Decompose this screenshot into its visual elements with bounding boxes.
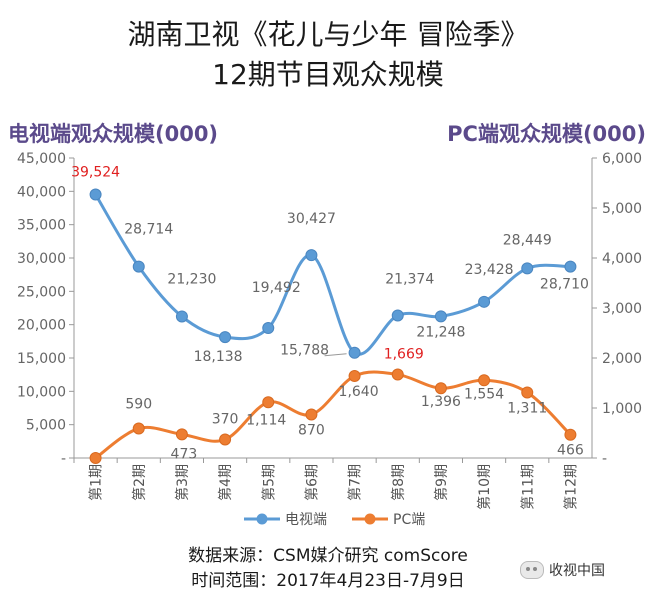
pc-data-label: 466 bbox=[557, 443, 584, 459]
left-axis-title: 电视端观众规模(000) bbox=[8, 122, 219, 146]
tv-data-point bbox=[348, 346, 361, 359]
x-category-label: 第8期 bbox=[390, 464, 407, 501]
tv-data-point bbox=[175, 310, 188, 323]
x-category-label: 第3期 bbox=[174, 464, 191, 501]
pc-data-label: 370 bbox=[212, 412, 239, 428]
watermark: 收视中国 bbox=[520, 560, 605, 580]
pc-data-point bbox=[564, 428, 577, 441]
tv-data-point bbox=[434, 310, 447, 323]
right-tick-label: 3,000 bbox=[602, 301, 642, 317]
left-tick-label: 5,000 bbox=[26, 418, 66, 434]
left-tick-label: 20,000 bbox=[17, 318, 66, 334]
tv-label-leader bbox=[324, 353, 347, 357]
left-tick-label: 30,000 bbox=[17, 251, 66, 267]
series-line-pc bbox=[94, 370, 572, 460]
tv-data-point bbox=[89, 188, 102, 201]
tv-data-label: 30,427 bbox=[287, 211, 336, 227]
wechat-icon bbox=[520, 561, 544, 579]
pc-data-point bbox=[478, 374, 491, 387]
x-category-label: 第11期 bbox=[519, 464, 536, 510]
data-source-note: 数据来源：CSM媒介研究 comScore bbox=[188, 546, 468, 566]
tv-data-label: 23,428 bbox=[465, 262, 514, 278]
tv-data-point bbox=[262, 322, 275, 335]
x-category-label: 第12期 bbox=[562, 464, 579, 510]
right-tick-label: - bbox=[602, 451, 607, 467]
pc-data-label: 1,640 bbox=[339, 384, 379, 400]
x-category-label: 第10期 bbox=[476, 464, 493, 510]
tv-data-point bbox=[391, 309, 404, 322]
tv-data-label: 21,248 bbox=[416, 324, 465, 340]
left-tick-label: 35,000 bbox=[17, 218, 66, 234]
tv-data-point bbox=[521, 262, 534, 275]
line-chart: - 5,000 10,000 15,000 20,000 25,000 30,000 35,0… bbox=[17, 151, 642, 528]
right-tick-label: 2,000 bbox=[602, 351, 642, 367]
legend-pc-label: PC端 bbox=[393, 512, 425, 528]
pc-data-point bbox=[132, 422, 145, 435]
pc-data-label: 1,554 bbox=[464, 386, 504, 402]
tv-data-label: 28,449 bbox=[503, 232, 552, 248]
pc-data-point bbox=[391, 368, 404, 381]
pc-data-point bbox=[305, 408, 318, 421]
left-tick-label: 25,000 bbox=[17, 284, 66, 300]
pc-data-point bbox=[348, 370, 361, 382]
pc-data-label: 1,396 bbox=[421, 394, 461, 410]
legend-pc-marker bbox=[364, 513, 376, 525]
pc-data-point bbox=[434, 382, 447, 395]
tv-data-label: 18,138 bbox=[194, 349, 243, 365]
tv-data-point bbox=[305, 249, 318, 262]
tv-data-label: 39,524 bbox=[71, 165, 120, 181]
pc-data-point bbox=[89, 452, 102, 464]
tv-data-label: 28,714 bbox=[124, 222, 173, 238]
pc-data-point bbox=[175, 428, 188, 441]
x-category-label: 第2期 bbox=[131, 464, 148, 501]
pc-data-label: 473 bbox=[171, 446, 198, 462]
right-tick-label: 6,000 bbox=[602, 151, 642, 167]
tv-data-point bbox=[564, 260, 577, 273]
tv-data-label: 15,788 bbox=[280, 343, 329, 359]
right-tick-label: 4,000 bbox=[602, 251, 642, 267]
time-range-note: 时间范围：2017年4月23日-7月9日 bbox=[191, 571, 465, 591]
left-tick-label: 10,000 bbox=[17, 384, 66, 400]
tv-data-label: 19,492 bbox=[252, 280, 301, 296]
left-tick-label: 15,000 bbox=[17, 351, 66, 367]
chart-title-line1: 湖南卫视《花儿与少年 冒险季》 bbox=[127, 18, 529, 51]
right-axis-title: PC端观众规模(000) bbox=[447, 122, 646, 146]
pc-data-point bbox=[219, 433, 232, 446]
pc-data-label: 870 bbox=[298, 423, 325, 439]
left-tick-label: 40,000 bbox=[17, 184, 66, 200]
left-tick-label: 45,000 bbox=[17, 151, 66, 167]
tv-data-point bbox=[132, 260, 145, 273]
tv-data-point bbox=[478, 295, 491, 308]
x-category-label: 第1期 bbox=[88, 464, 105, 501]
tv-data-label: 28,710 bbox=[540, 277, 589, 293]
x-category-label: 第6期 bbox=[303, 464, 320, 501]
pc-data-point bbox=[262, 396, 275, 409]
pc-data-point bbox=[521, 386, 534, 399]
legend-tv-marker bbox=[256, 513, 268, 525]
pc-data-label: 1,311 bbox=[507, 400, 547, 416]
watermark-text: 收视中国 bbox=[549, 563, 605, 579]
left-tick-label: - bbox=[61, 451, 66, 467]
x-category-label: 第5期 bbox=[260, 464, 277, 501]
pc-data-label: 1,669 bbox=[384, 347, 424, 363]
x-category-label: 第9期 bbox=[433, 464, 450, 501]
x-category-label: 第4期 bbox=[217, 464, 234, 501]
right-tick-label: 5,000 bbox=[602, 201, 642, 217]
legend-tv-label: 电视端 bbox=[285, 512, 327, 528]
pc-data-label: 1,114 bbox=[246, 412, 286, 428]
tv-data-label: 21,374 bbox=[385, 272, 434, 288]
right-tick-label: 1,000 bbox=[602, 401, 642, 417]
pc-data-label: 590 bbox=[125, 397, 152, 413]
x-category-label: 第7期 bbox=[347, 464, 364, 501]
chart-title-line2: 12期节目观众规模 bbox=[212, 58, 444, 91]
tv-data-point bbox=[219, 331, 232, 344]
tv-data-label: 21,230 bbox=[167, 271, 216, 287]
